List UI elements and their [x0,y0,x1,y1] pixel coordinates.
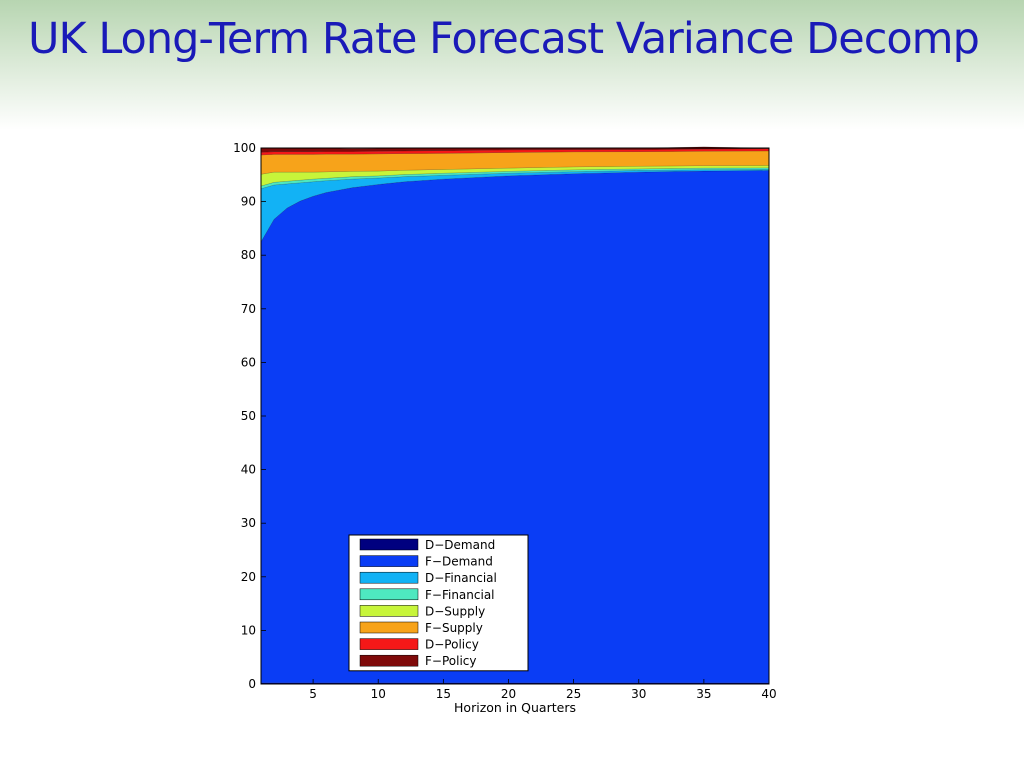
y-tick-label: 0 [248,677,256,691]
legend-swatch [359,605,419,617]
y-tick-label: 90 [241,195,256,209]
y-tick-label: 10 [241,623,256,637]
y-tick-label: 30 [241,516,256,530]
legend-entry: D−Financial [425,571,497,585]
y-tick-label: 70 [241,302,256,316]
slide-title: UK Long-Term Rate Forecast Variance Deco… [28,14,980,64]
legend-swatch [359,555,419,567]
legend-entry: F−Financial [425,588,495,602]
y-tick-label: 100 [233,141,256,155]
y-tick-label: 40 [241,463,256,477]
y-tick-label: 20 [241,570,256,584]
y-tick-label: 80 [241,248,256,262]
legend-entry: D−Policy [425,638,479,652]
x-axis-title: Horizon in Quarters [454,700,576,715]
legend-swatch [359,621,419,634]
y-tick-label: 50 [241,409,256,423]
chart-legend: D−Demand F−Demand D−Financial F−Financial D−… [348,534,529,672]
slide-header-background [0,0,1024,130]
y-tick-label: 60 [241,355,256,369]
x-tick-label: 40 [761,687,776,701]
legend-swatch [359,638,419,650]
legend-swatch [359,538,419,551]
x-tick-label: 10 [371,687,386,701]
x-tick-label: 30 [631,687,646,701]
legend-entry: F−Policy [425,654,476,668]
legend-entry: D−Supply [425,604,485,618]
legend-swatch [359,571,419,584]
legend-entry: F−Supply [425,621,483,635]
legend-swatch [359,654,419,667]
x-tick-label: 35 [696,687,711,701]
x-tick-label: 25 [566,687,581,701]
y-axis: 0 10 20 30 40 50 60 70 80 90 100 [233,141,266,691]
x-tick-label: 20 [501,687,516,701]
x-tick-label: 15 [436,687,451,701]
legend-entry: F−Demand [425,555,493,569]
x-tick-label: 5 [309,687,317,701]
legend-entry: D−Demand [425,538,495,552]
legend-swatch [359,588,419,601]
x-axis: 5 10 15 20 25 30 35 40 [309,679,777,701]
